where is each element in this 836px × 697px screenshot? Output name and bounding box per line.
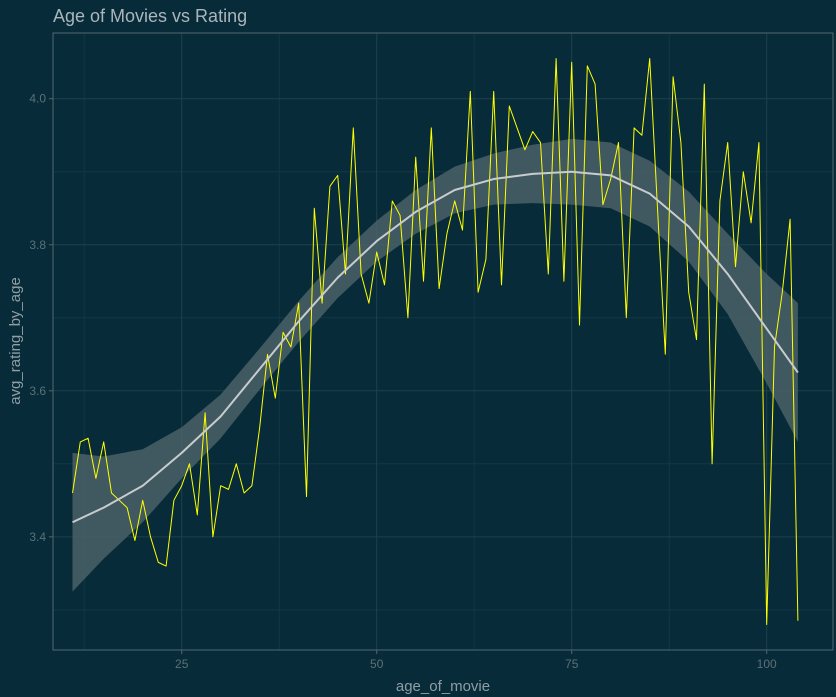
x-tick-label: 100 — [757, 657, 777, 671]
panel-border — [52, 32, 834, 651]
x-axis-ticks: 25 50 75 100 — [175, 650, 777, 671]
x-tick-label: 25 — [175, 657, 189, 671]
x-tick-label: 75 — [565, 657, 579, 671]
chart-title: Age of Movies vs Rating — [53, 6, 247, 26]
y-tick-label: 3.6 — [29, 384, 46, 398]
x-axis-title: age_of_movie — [396, 678, 490, 695]
smooth-trend-line — [72, 170, 799, 524]
y-tick-label: 3.4 — [29, 530, 46, 544]
y-axis-title: avg_rating_by_age — [7, 277, 24, 405]
y-axis-ticks: 3.4 3.6 3.8 4.0 — [29, 92, 53, 544]
series-line — [72, 58, 799, 625]
y-tick-label: 3.8 — [29, 238, 46, 252]
y-tick-label: 4.0 — [29, 92, 46, 106]
x-tick-label: 50 — [370, 657, 384, 671]
